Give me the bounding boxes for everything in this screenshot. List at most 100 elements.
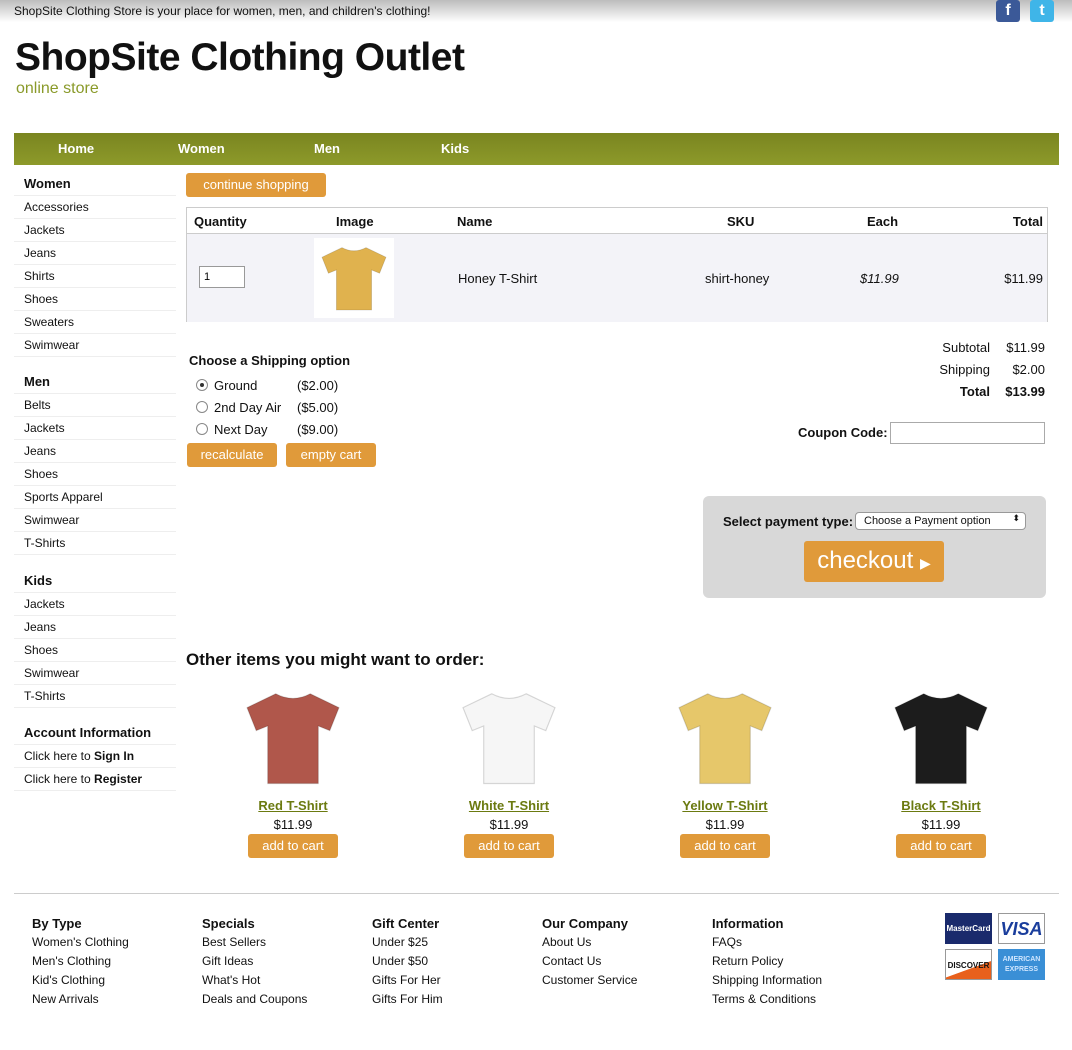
main-nav: Home Women Men Kids	[14, 133, 1059, 165]
nav-men[interactable]: Men	[314, 141, 340, 156]
shipping-option-ground[interactable]: Ground ($2.00)	[196, 375, 338, 397]
footer-link[interactable]: Under $25	[372, 935, 429, 949]
sidebar-item[interactable]: Shoes	[14, 463, 176, 486]
sidebar-item[interactable]: Swimwear	[14, 662, 176, 685]
option-price: ($5.00)	[297, 400, 339, 415]
footer-link[interactable]: Terms & Conditions	[712, 992, 817, 1006]
footer-heading: By Type	[32, 916, 82, 931]
sign-in-label[interactable]: Sign In	[94, 749, 135, 763]
footer-link[interactable]: New Arrivals	[32, 992, 99, 1006]
sidebar-item[interactable]: Jackets	[14, 417, 176, 440]
footer-link[interactable]: About Us	[542, 935, 592, 949]
payment-box: Select payment type: Choose a Payment op…	[703, 496, 1046, 598]
shipping-option-2nd-day[interactable]: 2nd Day Air ($5.00)	[196, 397, 338, 419]
footer-link[interactable]: Gifts For Him	[372, 992, 443, 1006]
empty-cart-button[interactable]: empty cart	[286, 443, 376, 467]
radio-2nd-day[interactable]	[196, 401, 208, 413]
footer-link[interactable]: Return Policy	[712, 954, 784, 968]
shipping-options: Ground ($2.00) 2nd Day Air ($5.00) Next Da…	[196, 375, 338, 441]
sidebar-item[interactable]: Jackets	[14, 219, 176, 242]
shipping-title: Choose a Shipping option	[189, 353, 351, 368]
sidebar-item[interactable]: Shoes	[14, 639, 176, 662]
nav-kids[interactable]: Kids	[441, 141, 470, 156]
sidebar-item[interactable]: Shoes	[14, 288, 176, 311]
add-to-cart-button[interactable]: add to cart	[248, 834, 338, 858]
register-label[interactable]: Register	[94, 772, 143, 786]
product-name[interactable]: White T-Shirt	[468, 798, 550, 813]
sidebar-item[interactable]: Shirts	[14, 265, 176, 288]
product-name[interactable]: Yellow T-Shirt	[682, 798, 768, 813]
facebook-icon[interactable]: f	[996, 0, 1020, 22]
footer-link[interactable]: FAQs	[712, 935, 743, 949]
product-image[interactable]	[881, 680, 1001, 795]
mastercard-icon: MasterCard	[945, 913, 992, 944]
product-card: Yellow T-Shirt $11.99 add to cart	[625, 680, 825, 858]
sidebar-men: Men Belts Jackets Jeans Shoes Sports App…	[14, 371, 176, 555]
product-image[interactable]	[233, 680, 353, 795]
footer-heading: Information	[712, 916, 784, 931]
sidebar-item[interactable]: Jackets	[14, 593, 176, 616]
register-prefix: Click here to	[24, 772, 95, 786]
footer-link[interactable]: Kid's Clothing	[32, 973, 105, 987]
add-to-cart-button[interactable]: add to cart	[896, 834, 986, 858]
product-image[interactable]	[449, 680, 569, 795]
shipping-label: Shipping	[939, 362, 990, 377]
sidebar-item[interactable]: Jeans	[14, 440, 176, 463]
footer-heading: Specials	[202, 916, 255, 931]
add-to-cart-button[interactable]: add to cart	[464, 834, 554, 858]
register-link[interactable]: Click here to Register	[14, 768, 176, 791]
total-label: Total	[959, 384, 990, 399]
cart-row: Honey T-Shirt shirt-honey $11.99 $11.99	[187, 234, 1047, 322]
sidebar-item[interactable]: Jeans	[14, 242, 176, 265]
quantity-input[interactable]	[199, 266, 245, 288]
footer-link[interactable]: Under $50	[372, 954, 429, 968]
top-bar	[0, 0, 1072, 22]
sidebar-item[interactable]: Swimwear	[14, 509, 176, 532]
subtotal-value: $11.99	[1006, 340, 1045, 355]
product-image[interactable]	[665, 680, 785, 795]
radio-ground[interactable]	[196, 379, 208, 391]
t-shirt-shape	[321, 247, 387, 311]
sidebar-item[interactable]: T-Shirts	[14, 685, 176, 708]
footer-link[interactable]: Best Sellers	[202, 935, 267, 949]
footer-link[interactable]: Deals and Coupons	[202, 992, 308, 1006]
item-name[interactable]: Honey T-Shirt	[458, 271, 538, 286]
sidebar-item[interactable]: Jeans	[14, 616, 176, 639]
checkout-button[interactable]: checkout ▶	[804, 541, 944, 582]
sidebar-item[interactable]: Accessories	[14, 196, 176, 219]
sidebar-item[interactable]: T-Shirts	[14, 532, 176, 555]
sidebar-heading: Women	[14, 173, 176, 196]
totals: Subtotal $11.99 Shipping $2.00 Total $13.99	[880, 337, 1045, 403]
product-name[interactable]: Red T-Shirt	[258, 798, 328, 813]
product-price: $11.99	[705, 817, 745, 832]
footer-link[interactable]: Customer Service	[542, 973, 638, 987]
sidebar-item[interactable]: Sports Apparel	[14, 486, 176, 509]
product-name[interactable]: Black T-Shirt	[901, 798, 981, 813]
tagline: ShopSite Clothing Store is your place fo…	[14, 4, 431, 18]
radio-next-day[interactable]	[196, 423, 208, 435]
footer-link[interactable]: What's Hot	[202, 973, 261, 987]
nav-home[interactable]: Home	[58, 141, 95, 156]
shipping-option-next-day[interactable]: Next Day ($9.00)	[196, 419, 338, 441]
footer-link[interactable]: Shipping Information	[712, 973, 823, 987]
sidebar-kids: Kids Jackets Jeans Shoes Swimwear T-Shir…	[14, 570, 176, 708]
twitter-icon[interactable]: t	[1030, 0, 1054, 22]
sidebar-item[interactable]: Swimwear	[14, 334, 176, 357]
coupon-label: Coupon Code:	[798, 425, 888, 440]
add-to-cart-button[interactable]: add to cart	[680, 834, 770, 858]
payment-select[interactable]: Choose a Payment option ⬍	[855, 512, 1026, 530]
sign-in-link[interactable]: Click here to Sign In	[14, 745, 176, 768]
sidebar-item[interactable]: Sweaters	[14, 311, 176, 334]
recalculate-button[interactable]: recalculate	[187, 443, 277, 467]
nav-women[interactable]: Women	[178, 141, 225, 156]
continue-shopping-button[interactable]: continue shopping	[186, 173, 326, 197]
footer-link[interactable]: Men's Clothing	[32, 954, 111, 968]
footer-link[interactable]: Gifts For Her	[372, 973, 441, 987]
option-price: ($9.00)	[297, 422, 339, 437]
footer-link[interactable]: Contact Us	[542, 954, 602, 968]
sidebar-item[interactable]: Belts	[14, 394, 176, 417]
coupon-input[interactable]	[890, 422, 1045, 444]
footer-link[interactable]: Gift Ideas	[202, 954, 254, 968]
footer-link[interactable]: Women's Clothing	[32, 935, 129, 949]
site-title[interactable]: ShopSite Clothing Outlet	[15, 36, 465, 79]
